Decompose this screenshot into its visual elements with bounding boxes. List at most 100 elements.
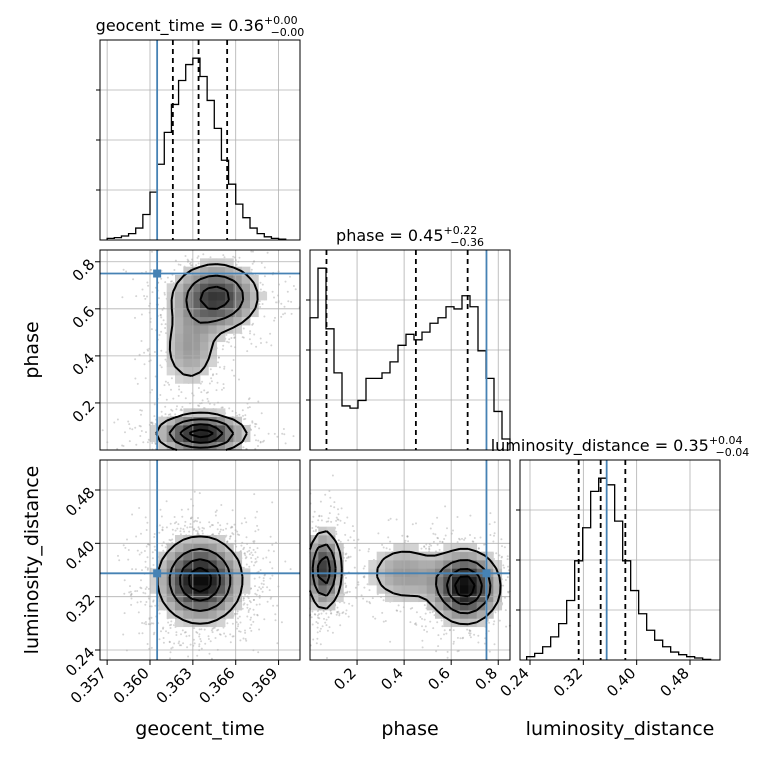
sample-point (164, 546, 167, 549)
sample-point (170, 280, 172, 283)
density-cell (376, 551, 386, 561)
density-cell (326, 576, 336, 586)
sample-point (259, 288, 262, 291)
density-cell (233, 316, 243, 326)
density-cell (233, 433, 243, 443)
sample-point (250, 551, 253, 554)
sample-point (458, 538, 461, 541)
density-cell (385, 576, 394, 586)
density-cell (310, 560, 319, 569)
sample-point (141, 288, 144, 291)
sample-point (456, 516, 459, 518)
density-cell (216, 576, 226, 586)
sample-point (145, 545, 148, 548)
density-cell (183, 341, 193, 351)
sample-point (138, 507, 141, 509)
sample-point (165, 332, 167, 335)
sample-point (141, 632, 144, 635)
density-cell (233, 300, 243, 309)
sample-point (197, 517, 199, 519)
sample-point (134, 377, 137, 380)
density-cell (200, 358, 209, 368)
sample-point (438, 548, 441, 551)
sample-point (348, 590, 351, 593)
sample-point (506, 576, 509, 579)
sample-point (250, 250, 253, 253)
sample-point (254, 585, 256, 588)
sample-point (140, 532, 142, 535)
sample-point (271, 567, 274, 570)
sample-point (387, 536, 390, 539)
sample-point (229, 633, 232, 636)
sample-point (487, 630, 490, 633)
sample-point (139, 409, 142, 412)
sample-point (163, 384, 166, 387)
sample-point (147, 623, 150, 626)
density-cell (426, 585, 436, 594)
sample-point (134, 568, 137, 571)
sample-point (175, 521, 178, 524)
sample-point (159, 364, 162, 367)
sample-point (263, 315, 266, 318)
sample-point (136, 382, 139, 385)
sample-point (255, 345, 258, 348)
sample-point (347, 615, 350, 618)
sample-point (328, 512, 331, 515)
sample-point (349, 555, 352, 558)
sample-point (316, 637, 319, 640)
sample-point (273, 296, 275, 299)
sample-point (337, 539, 340, 542)
sample-point (173, 522, 176, 525)
sample-point (362, 575, 365, 578)
density-cell (200, 433, 209, 443)
sample-point (265, 556, 268, 559)
density-cell (326, 601, 336, 611)
sample-point (498, 554, 501, 557)
density-cell (241, 275, 251, 284)
density-cell (191, 610, 201, 619)
sample-point (158, 524, 161, 527)
sample-point (371, 597, 374, 600)
sample-point (503, 566, 506, 569)
sample-point (325, 618, 328, 621)
density-cell (233, 291, 243, 301)
sample-point (259, 440, 262, 443)
sample-point (162, 626, 165, 629)
sample-point (215, 373, 218, 375)
sample-point (253, 333, 256, 336)
density-cell (166, 441, 176, 451)
sample-point (446, 527, 448, 530)
sample-point (128, 440, 131, 443)
sample-point (261, 303, 264, 305)
sample-point (452, 629, 455, 632)
sample-point (151, 388, 154, 391)
sample-point (472, 540, 475, 543)
sample-point (325, 624, 328, 627)
density-cell (166, 593, 176, 603)
density-cell (468, 610, 478, 619)
sample-point (255, 603, 258, 606)
sample-point (165, 398, 168, 401)
sample-point (168, 640, 171, 643)
density-cell (208, 325, 218, 334)
sample-point (168, 641, 171, 644)
density-cell (410, 593, 419, 603)
sample-point (262, 579, 265, 582)
sample-point (122, 633, 125, 636)
density-cell (435, 585, 444, 594)
sample-point (226, 540, 229, 543)
sample-point (286, 290, 289, 293)
sample-point (247, 611, 250, 613)
sample-point (247, 406, 249, 409)
sample-point (189, 517, 192, 520)
sample-point (415, 522, 417, 525)
sample-point (251, 262, 254, 265)
sample-point (432, 627, 435, 630)
sample-point (324, 621, 327, 624)
density-cell (225, 300, 234, 309)
sample-point (492, 540, 495, 543)
sample-point (382, 620, 385, 623)
sample-point (420, 547, 423, 550)
sample-point (331, 631, 334, 634)
sample-point (245, 536, 248, 539)
